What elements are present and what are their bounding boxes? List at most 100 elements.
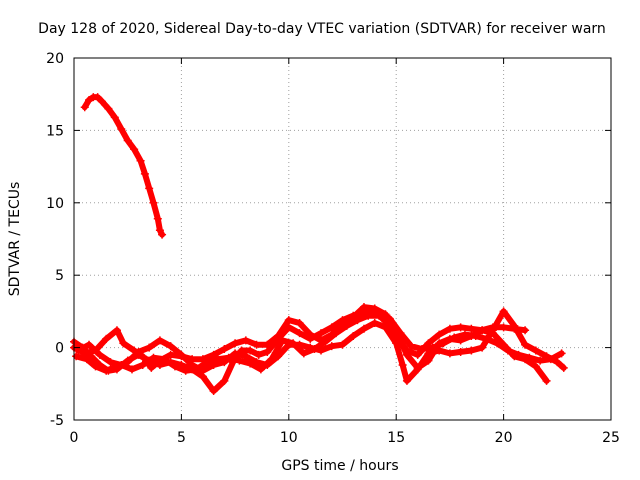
- data-point: [213, 355, 222, 364]
- series-early-pass: [80, 93, 167, 239]
- data-point: [306, 330, 315, 339]
- data-point: [104, 104, 113, 113]
- data-point: [559, 363, 568, 372]
- data-point: [542, 376, 551, 385]
- series-band: [81, 94, 166, 238]
- y-tick-label: 5: [55, 268, 64, 284]
- chart-title: Day 128 of 2020, Sidereal Day-to-day VTE…: [38, 21, 606, 37]
- data-point: [231, 349, 240, 358]
- data-point: [499, 307, 508, 316]
- series-layer: [70, 93, 568, 396]
- data-point: [241, 352, 250, 361]
- data-point: [85, 95, 94, 104]
- data-point: [398, 360, 407, 369]
- series-band: [73, 308, 567, 384]
- data-point: [181, 366, 190, 375]
- data-point: [338, 340, 347, 349]
- x-tick-label: 25: [602, 430, 620, 446]
- data-point: [112, 326, 121, 335]
- data-point: [521, 326, 530, 335]
- series-track-c: [72, 307, 568, 385]
- data-point: [145, 343, 154, 352]
- data-point: [413, 350, 422, 359]
- data-point: [525, 353, 534, 362]
- data-point: [72, 352, 81, 361]
- data-point: [106, 358, 115, 367]
- data-point: [478, 343, 487, 352]
- data-point: [136, 156, 145, 165]
- data-point: [209, 387, 218, 396]
- data-point: [445, 349, 454, 358]
- data-point: [460, 330, 469, 339]
- data-point: [417, 345, 426, 354]
- data-point: [439, 339, 448, 348]
- data-point: [123, 136, 132, 145]
- x-tick-label: 20: [495, 430, 513, 446]
- data-point: [231, 339, 240, 348]
- data-point: [349, 332, 358, 341]
- data-point: [413, 365, 422, 374]
- y-tick-label: 15: [46, 123, 64, 139]
- x-tick-label: 5: [177, 430, 186, 446]
- data-point: [93, 93, 102, 102]
- data-point: [375, 311, 384, 320]
- data-point: [381, 323, 390, 332]
- tick-layer: [73, 57, 612, 421]
- data-point: [557, 349, 566, 358]
- data-point: [295, 329, 304, 338]
- data-point: [155, 226, 164, 235]
- data-point: [299, 349, 308, 358]
- data-point: [254, 350, 263, 359]
- data-point: [192, 365, 201, 374]
- data-point: [392, 339, 401, 348]
- data-point: [149, 198, 158, 207]
- data-point: [359, 303, 368, 312]
- data-point: [147, 363, 156, 372]
- data-point: [110, 113, 119, 122]
- data-point: [119, 339, 128, 348]
- data-point: [445, 324, 454, 333]
- data-point: [140, 169, 149, 178]
- data-point: [342, 321, 351, 330]
- data-point: [284, 316, 293, 325]
- data-point: [321, 337, 330, 346]
- data-point: [91, 362, 100, 371]
- data-point: [553, 358, 562, 367]
- data-point: [117, 124, 126, 133]
- data-point: [402, 376, 411, 385]
- data-point: [482, 334, 491, 343]
- data-point: [478, 326, 487, 335]
- data-point: [203, 358, 212, 367]
- data-point: [289, 339, 298, 348]
- data-point: [256, 365, 265, 374]
- data-point: [428, 343, 437, 352]
- data-point: [149, 353, 158, 362]
- data-point: [102, 366, 111, 375]
- data-point: [166, 350, 175, 359]
- data-point: [488, 326, 497, 335]
- data-point: [134, 347, 143, 356]
- data-point: [80, 103, 89, 112]
- data-point: [499, 323, 508, 332]
- data-point: [97, 97, 106, 106]
- data-point: [95, 350, 104, 359]
- series-track-d: [74, 311, 566, 375]
- data-point: [170, 362, 179, 371]
- data-point: [274, 332, 283, 341]
- data-point: [385, 314, 394, 323]
- data-point: [317, 329, 326, 338]
- data-point: [514, 350, 523, 359]
- data-point: [521, 340, 530, 349]
- data-point: [278, 336, 287, 345]
- data-point: [241, 336, 250, 345]
- data-point: [155, 336, 164, 345]
- data-point: [117, 360, 126, 369]
- y-tick-labels: -5 0 5 10 15 20: [46, 51, 64, 429]
- data-point: [138, 360, 147, 369]
- data-point: [295, 318, 304, 327]
- data-point: [402, 350, 411, 359]
- data-point: [102, 334, 111, 343]
- data-point: [158, 230, 167, 239]
- data-point: [407, 342, 416, 351]
